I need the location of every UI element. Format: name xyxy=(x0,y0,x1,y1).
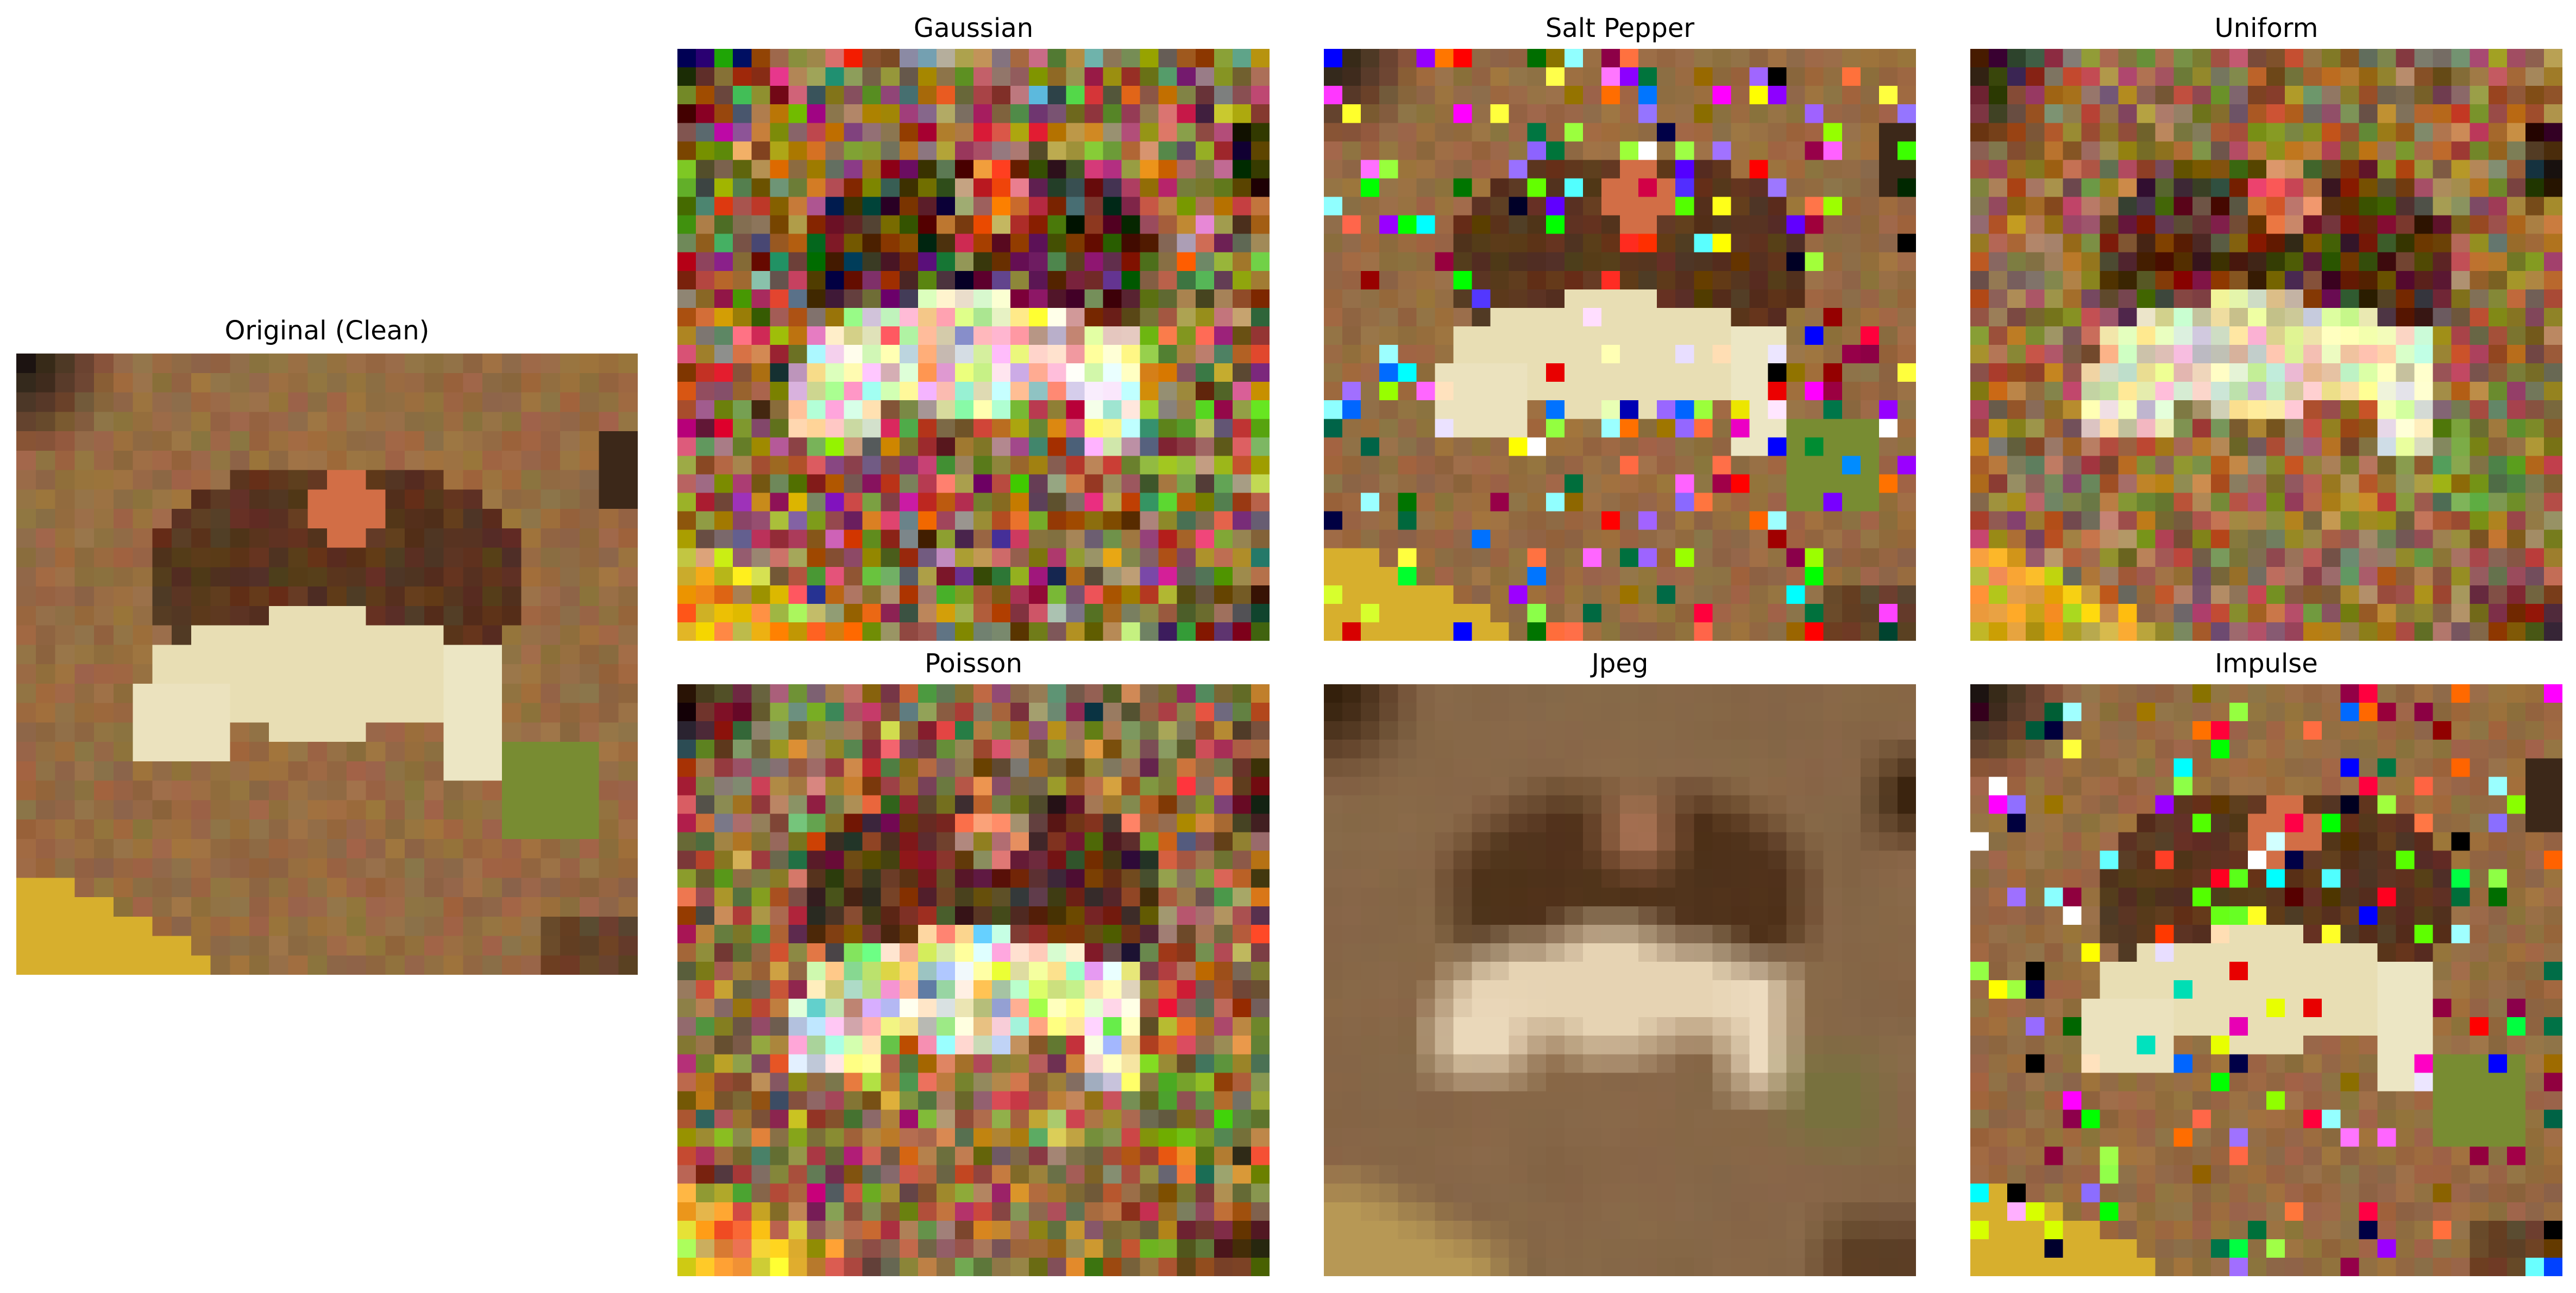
panel-uniform: Uniform xyxy=(1970,11,2562,641)
panel-poisson: Poisson xyxy=(677,646,1270,1276)
poisson-noise-image xyxy=(677,684,1270,1276)
panel-title-poisson: Poisson xyxy=(925,648,1022,679)
jpeg-compression-image xyxy=(1324,684,1916,1276)
panel-jpeg: Jpeg xyxy=(1324,646,1916,1276)
gaussian-noise-image xyxy=(677,49,1270,641)
panel-impulse: Impulse xyxy=(1970,646,2562,1276)
panel-title-salt-pepper: Salt Pepper xyxy=(1545,13,1695,43)
panel-title-gaussian: Gaussian xyxy=(913,13,1034,43)
original-image xyxy=(16,354,638,975)
salt-pepper-noise-image xyxy=(1324,49,1916,641)
uniform-noise-image xyxy=(1970,49,2562,641)
panel-gaussian: Gaussian xyxy=(677,11,1270,641)
panel-title-jpeg: Jpeg xyxy=(1591,648,1649,679)
panel-title-uniform: Uniform xyxy=(2214,13,2319,43)
panel-title-original: Original (Clean) xyxy=(224,316,430,346)
impulse-noise-image xyxy=(1970,684,2562,1276)
panel-original: Original (Clean) xyxy=(16,312,638,975)
panel-salt-pepper: Salt Pepper xyxy=(1324,11,1916,641)
panel-title-impulse: Impulse xyxy=(2215,648,2318,679)
